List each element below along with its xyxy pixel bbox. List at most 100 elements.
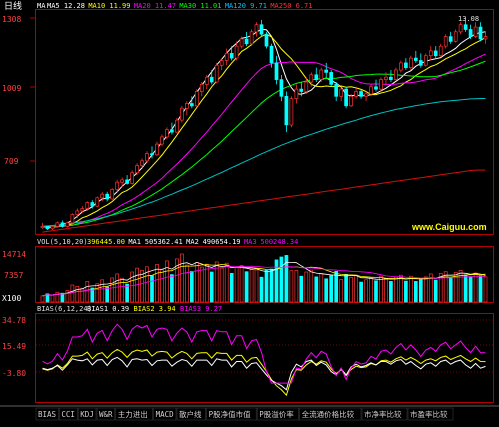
tab-5[interactable]: MACD — [153, 407, 177, 421]
candle — [448, 36, 453, 42]
candle — [175, 119, 179, 133]
candle — [404, 62, 408, 69]
candle — [433, 50, 438, 57]
candle — [294, 88, 299, 99]
volume-bar — [254, 269, 259, 303]
panel-frames — [35, 9, 494, 403]
ma-legend-ma250: MA250 6.71 — [270, 2, 312, 10]
volume-bar — [433, 279, 438, 303]
candle — [229, 52, 234, 59]
volume-bar — [423, 276, 428, 303]
price-y-tick: 709 — [4, 157, 19, 166]
candle — [170, 129, 174, 133]
candle — [140, 160, 144, 166]
tab-2[interactable]: KDJ — [77, 407, 97, 421]
tab-9[interactable]: 全流通价格比较 — [299, 407, 362, 421]
tab-3[interactable]: W&R — [96, 407, 116, 421]
tab-label: 市盈率比较 — [410, 409, 448, 419]
candle — [369, 86, 373, 95]
candle — [473, 26, 478, 37]
tab-7[interactable]: P股净值市值 — [206, 407, 257, 421]
bias-y-tick: -3.80 — [2, 369, 26, 378]
candle — [135, 165, 139, 174]
candle — [115, 181, 120, 190]
price-y-tick: 1308 — [2, 15, 21, 24]
ma-legend-ma120: MA120 9.71 — [225, 2, 267, 10]
volume-bar — [294, 270, 299, 303]
ma-label: MA — [37, 2, 46, 10]
bias3-line — [42, 323, 486, 384]
volume-bar — [150, 275, 154, 303]
tab-11[interactable]: 市盈率比较 — [407, 407, 454, 421]
tab-label: P股净值市值 — [209, 409, 252, 419]
volume-bar — [473, 272, 478, 303]
volume-bar — [209, 271, 214, 303]
volume-bar — [229, 272, 234, 303]
period-label[interactable]: 日线 — [4, 0, 22, 12]
candle — [40, 226, 45, 228]
candle — [224, 52, 229, 61]
volume-bar — [339, 279, 344, 303]
volume-bar — [448, 276, 453, 303]
price-plot — [40, 18, 488, 233]
tab-label: 主力进出 — [118, 409, 148, 419]
candle — [334, 84, 339, 97]
candle — [204, 76, 209, 85]
volume-bar — [100, 279, 105, 303]
candle — [299, 88, 304, 92]
tab-label: KDJ — [80, 410, 94, 419]
candle — [409, 57, 413, 68]
volume-bar — [269, 268, 274, 303]
bias-plot — [42, 323, 486, 397]
candle — [468, 29, 473, 38]
candle — [160, 136, 164, 145]
tab-frame — [77, 407, 97, 421]
tab-1[interactable]: CCI — [59, 407, 78, 421]
volume-bar — [175, 258, 179, 303]
candle — [189, 103, 194, 107]
tab-0[interactable]: BIAS — [35, 407, 59, 421]
candle — [304, 81, 309, 92]
volume-bar — [274, 259, 279, 303]
volume-bar — [199, 266, 204, 303]
volume-bar — [115, 273, 120, 303]
ma-legend-ma10: MA10 11.99 — [88, 2, 130, 10]
volume-panel-frame — [35, 246, 494, 303]
volume-legend-item: MA1 — [128, 238, 141, 246]
candle — [80, 208, 85, 212]
candle — [339, 88, 344, 97]
tab-10[interactable]: 市净率比较 — [361, 407, 408, 421]
tab-8[interactable]: P股溢价率 — [256, 407, 299, 421]
volume-bar — [413, 281, 418, 303]
tab-frame — [35, 407, 59, 421]
volume-bar — [249, 268, 254, 303]
candle — [50, 226, 55, 230]
candle — [145, 153, 149, 162]
tab-frame — [299, 407, 362, 421]
volume-bar — [244, 271, 249, 303]
volume-bar — [304, 271, 309, 303]
candle — [165, 129, 169, 138]
volume-bar — [55, 291, 60, 303]
bias-panel-frame — [35, 313, 494, 403]
series-line-ma5 — [42, 28, 486, 228]
candle — [423, 55, 428, 66]
volume-bar — [478, 275, 483, 303]
volume-panel-label: VOL(5,10,20) — [37, 238, 88, 246]
volume-bar — [354, 274, 358, 303]
volume-bar — [314, 276, 319, 303]
volume-bar — [45, 293, 50, 303]
tab-6[interactable]: 散户线 — [176, 407, 206, 421]
volume-bar — [374, 280, 378, 303]
tab-4[interactable]: 主力进出 — [115, 407, 153, 421]
volume-bar — [219, 267, 224, 303]
volume-legend-item: 505362.41 — [145, 238, 183, 246]
price-y-tick: 1009 — [2, 84, 21, 93]
volume-bar — [105, 286, 110, 303]
volume-bar — [438, 272, 443, 303]
volume-bar — [399, 274, 403, 303]
volume-legend: 396445.00 MA1 505362.41 MA2 490654.19 MA3 5002… — [87, 238, 298, 246]
volume-bar — [458, 270, 463, 303]
volume-bar — [334, 270, 339, 303]
volume-bar — [324, 278, 329, 303]
